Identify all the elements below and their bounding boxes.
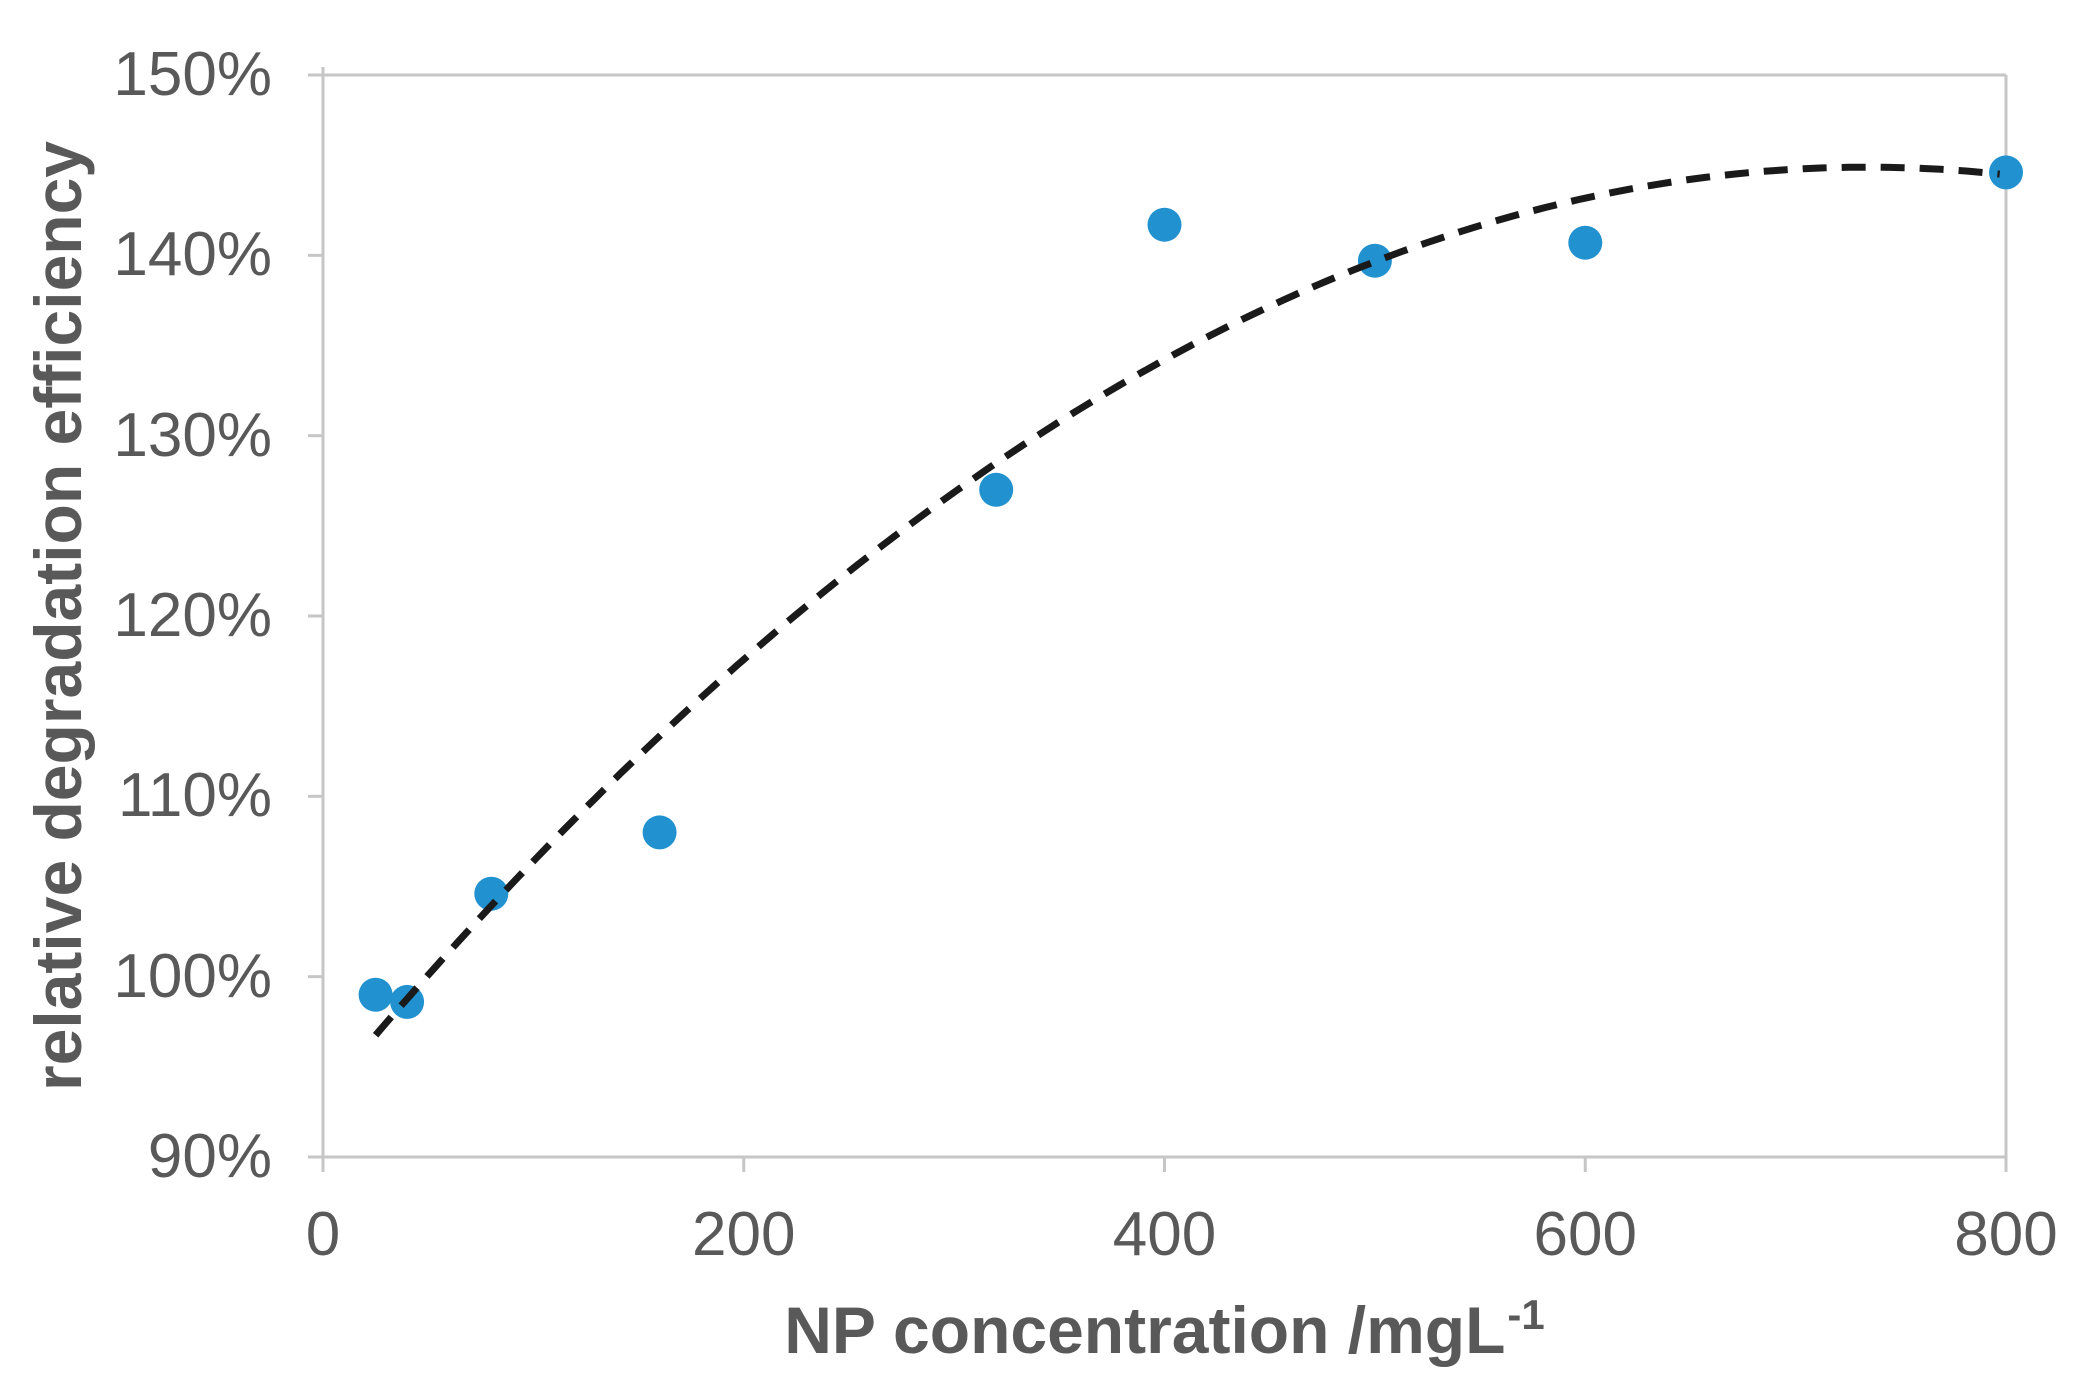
x-axis-title-superscript: -1 (1507, 1291, 1545, 1338)
data-point (642, 815, 677, 850)
x-tick-label: 400 (1112, 1200, 1217, 1269)
y-tick-label: 100% (113, 941, 272, 1011)
x-axis-title-text: NP concentration /mgL (784, 1293, 1506, 1367)
y-tick-label: 130% (113, 400, 272, 470)
x-tick-label: 600 (1533, 1200, 1637, 1269)
data-point (1989, 155, 2023, 190)
x-tick-label: 0 (305, 1200, 341, 1269)
y-tick-label: 140% (113, 220, 272, 290)
y-tick-label: 150% (113, 40, 272, 109)
x-axis-title: NP concentration /mgL-1 (323, 1291, 2006, 1368)
data-point (1568, 225, 1603, 260)
trendline (372, 163, 2001, 1038)
data-point (979, 472, 1014, 507)
y-tick-label: 110% (118, 761, 272, 831)
data-point (1147, 207, 1182, 242)
data-point (474, 876, 509, 911)
x-tick-label: 200 (692, 1200, 796, 1269)
data-point (1357, 243, 1392, 278)
y-axis-title: relative degradation efficiency (21, 140, 95, 1092)
y-tick-label: 120% (113, 581, 272, 650)
x-tick-label: 800 (1954, 1200, 2058, 1269)
y-tick-label: 90% (147, 1122, 272, 1191)
data-point (358, 977, 393, 1012)
